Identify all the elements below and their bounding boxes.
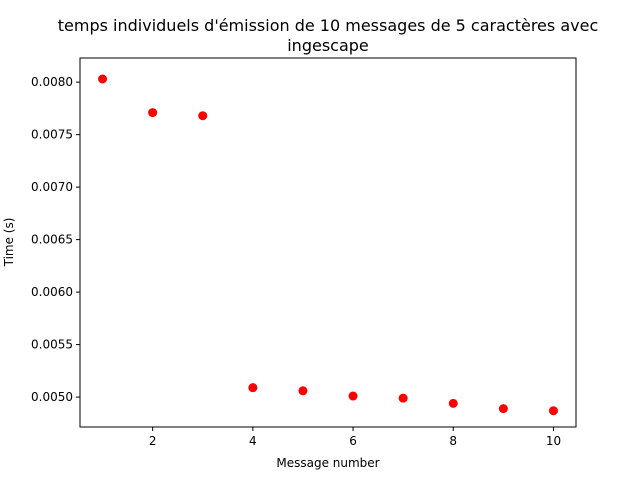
- data-point: [548, 406, 558, 416]
- x-axis-ticks: 2 4 6 8 10: [149, 427, 561, 448]
- y-tick-label: 0.0075: [31, 128, 73, 142]
- chart-title-line-2: ingescape: [287, 36, 369, 55]
- data-point: [148, 108, 158, 118]
- data-point: [298, 386, 308, 396]
- x-tick-label: 6: [349, 434, 357, 448]
- x-tick-label: 2: [149, 434, 157, 448]
- data-points: [98, 74, 558, 416]
- data-point: [348, 391, 358, 401]
- data-point: [448, 398, 458, 408]
- y-tick-label: 0.0050: [31, 390, 73, 404]
- data-point: [398, 393, 408, 403]
- y-tick-label: 0.0070: [31, 180, 73, 194]
- y-axis-label: Time (s): [2, 218, 16, 268]
- x-tick-label: 8: [449, 434, 457, 448]
- y-tick-label: 0.0065: [31, 233, 73, 247]
- x-axis-label: Message number: [276, 456, 379, 470]
- data-point: [248, 383, 258, 393]
- data-point: [198, 111, 208, 121]
- x-tick-label: 10: [546, 434, 561, 448]
- chart-title-line-1: temps individuels d'émission de 10 messa…: [58, 16, 598, 35]
- plot-area-frame: [79, 57, 577, 428]
- y-tick-label: 0.0055: [31, 338, 73, 352]
- y-tick-label: 0.0060: [31, 285, 73, 299]
- x-tick-label: 4: [249, 434, 257, 448]
- y-tick-label: 0.0080: [31, 75, 73, 89]
- data-point: [498, 404, 508, 414]
- data-point: [98, 74, 108, 84]
- y-axis-ticks: 0.0050 0.0055 0.0060 0.0065 0.0070 0.0075 0.00…: [31, 75, 80, 404]
